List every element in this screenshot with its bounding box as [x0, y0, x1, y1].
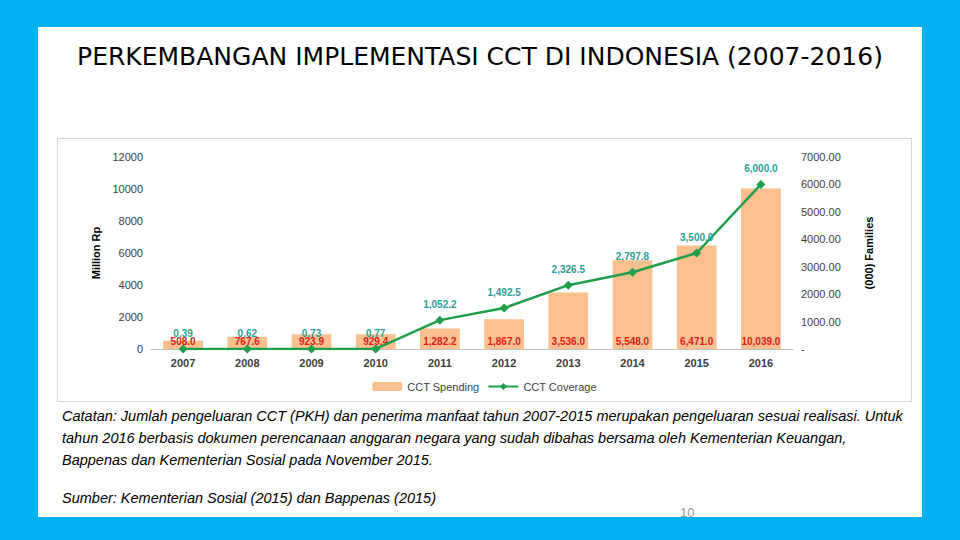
- svg-text:0.62: 0.62: [238, 328, 258, 339]
- svg-text:7000.00: 7000.00: [801, 151, 841, 163]
- svg-text:3000.00: 3000.00: [801, 261, 841, 273]
- svg-text:10000: 10000: [112, 183, 143, 195]
- svg-text:2008: 2008: [235, 357, 259, 369]
- svg-text:0.73: 0.73: [302, 328, 322, 339]
- svg-text:8000: 8000: [119, 215, 143, 227]
- svg-text:2,797.8: 2,797.8: [616, 251, 650, 262]
- svg-text:6,000.0: 6,000.0: [744, 163, 778, 174]
- svg-text:0.39: 0.39: [173, 328, 193, 339]
- svg-text:1,052.2: 1,052.2: [423, 299, 457, 310]
- svg-text:5,548.0: 5,548.0: [616, 336, 650, 347]
- html-text:PERKEMBANGAN IMPLEMENTASI CCT: PERKEMBANGAN IMPLEMENTASI CCT DI INDONES…: [77, 42, 883, 71]
- svg-text:2011: 2011: [428, 357, 452, 369]
- svg-text:12000: 12000: [112, 151, 143, 163]
- svg-text:1000.00: 1000.00: [801, 316, 841, 328]
- svg-text:2000: 2000: [119, 311, 143, 323]
- svg-text:1,492.5: 1,492.5: [487, 287, 521, 298]
- svg-text:5000.00: 5000.00: [801, 206, 841, 218]
- svg-text:2,326.5: 2,326.5: [552, 264, 586, 275]
- svg-text:1,282.2: 1,282.2: [423, 336, 457, 347]
- svg-text:3,500.0: 3,500.0: [680, 232, 714, 243]
- svg-text:2013: 2013: [556, 357, 580, 369]
- svg-text:3,536.0: 3,536.0: [552, 336, 586, 347]
- svg-text:6000.00: 6000.00: [801, 178, 841, 190]
- svg-text:6000: 6000: [119, 247, 143, 259]
- svg-text:2010: 2010: [363, 357, 387, 369]
- html-text:10: 10: [680, 505, 695, 520]
- svg-text:2007: 2007: [171, 357, 195, 369]
- svg-text:0.77: 0.77: [366, 328, 386, 339]
- svg-text:2015: 2015: [684, 357, 708, 369]
- svg-text:2012: 2012: [492, 357, 516, 369]
- svg-text:CCT Spending: CCT Spending: [407, 381, 479, 393]
- svg-text:6,471.0: 6,471.0: [680, 336, 714, 347]
- svg-text:4000: 4000: [119, 279, 143, 291]
- svg-text:2009: 2009: [299, 357, 323, 369]
- svg-text:10,039.0: 10,039.0: [741, 336, 780, 347]
- svg-text:Million Rp: Million Rp: [90, 226, 102, 279]
- svg-text:-: -: [801, 343, 805, 355]
- svg-text:0: 0: [137, 343, 143, 355]
- html-text:Catatan: Jumlah pengeluaran CC: Catatan: Jumlah pengeluaran CCT (PKH) da…: [62, 408, 903, 468]
- svg-text:2000.00: 2000.00: [801, 288, 841, 300]
- svg-text:(000) Families: (000) Families: [863, 217, 875, 290]
- svg-text:2016: 2016: [749, 357, 773, 369]
- svg-text:2014: 2014: [620, 357, 645, 369]
- html-text:Sumber: Kementerian Sosial (20: Sumber: Kementerian Sosial (2015) dan Ba…: [62, 490, 436, 506]
- svg-text:CCT Coverage: CCT Coverage: [523, 381, 596, 393]
- svg-text:4000.00: 4000.00: [801, 233, 841, 245]
- svg-text:1,867.0: 1,867.0: [487, 336, 521, 347]
